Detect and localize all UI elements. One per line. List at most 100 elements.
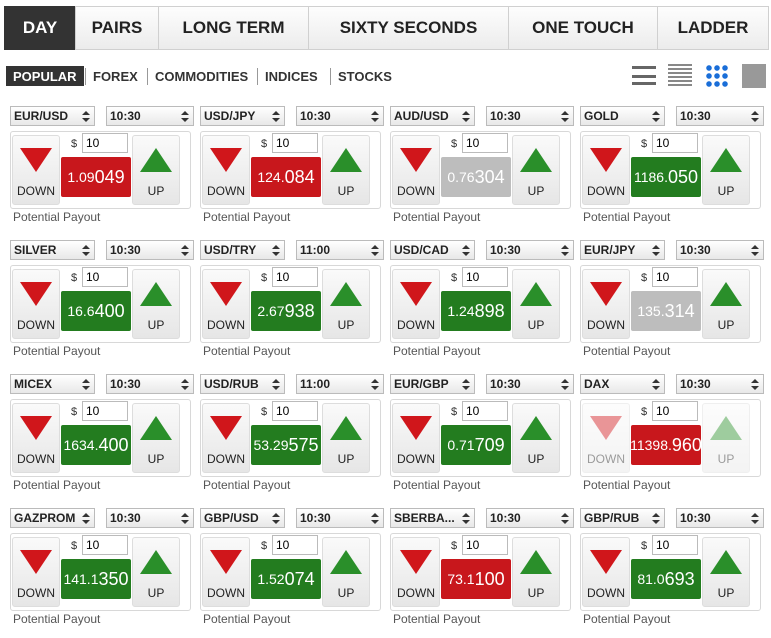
- asset-card: AUD/USD 10:30 DOWN $10 0.76 304 UP Potential Pa…: [390, 106, 575, 236]
- tab[interactable]: LONG TERM: [158, 6, 309, 50]
- down-button[interactable]: DOWN: [582, 269, 630, 339]
- amount-input[interactable]: 10: [462, 535, 508, 555]
- amount-input[interactable]: 10: [462, 267, 508, 287]
- down-button[interactable]: DOWN: [582, 403, 630, 473]
- amount-input[interactable]: 10: [272, 535, 318, 555]
- filter[interactable]: STOCKS: [338, 68, 392, 84]
- down-button[interactable]: DOWN: [392, 403, 440, 473]
- tab[interactable]: LADDER: [657, 6, 769, 50]
- down-button[interactable]: DOWN: [202, 537, 250, 607]
- filter[interactable]: INDICES: [265, 68, 318, 84]
- expiry-select[interactable]: 10:30: [106, 508, 194, 528]
- up-button[interactable]: UP: [702, 269, 750, 339]
- asset-select[interactable]: EUR/USD: [10, 106, 95, 126]
- up-button[interactable]: UP: [132, 537, 180, 607]
- asset-select[interactable]: EUR/GBP: [390, 374, 475, 394]
- expiry-select[interactable]: 10:30: [296, 508, 384, 528]
- down-button[interactable]: DOWN: [582, 135, 630, 205]
- view-grid-icon[interactable]: [705, 64, 729, 88]
- expiry-select[interactable]: 10:30: [106, 240, 194, 260]
- amount-input[interactable]: 10: [272, 401, 318, 421]
- asset-select[interactable]: MICEX: [10, 374, 95, 394]
- down-button[interactable]: DOWN: [582, 537, 630, 607]
- amount-input[interactable]: 10: [652, 267, 698, 287]
- expiry-select[interactable]: 10:30: [486, 240, 574, 260]
- up-button[interactable]: UP: [322, 135, 370, 205]
- amount-input[interactable]: 10: [82, 535, 128, 555]
- asset-select[interactable]: DAX: [580, 374, 665, 394]
- expiry-select[interactable]: 10:30: [676, 508, 764, 528]
- asset-select[interactable]: EUR/JPY: [580, 240, 665, 260]
- asset-select[interactable]: USD/JPY: [200, 106, 285, 126]
- tab[interactable]: ONE TOUCH: [508, 6, 658, 50]
- expiry-select[interactable]: 10:30: [676, 106, 764, 126]
- payout-label: Potential Payout: [583, 210, 671, 224]
- asset-select[interactable]: GOLD: [580, 106, 665, 126]
- filter[interactable]: FOREX: [93, 68, 138, 84]
- asset-select[interactable]: USD/CAD: [390, 240, 475, 260]
- amount-input[interactable]: 10: [272, 133, 318, 153]
- amount-input[interactable]: 10: [652, 401, 698, 421]
- down-arrow: [590, 148, 622, 172]
- asset-select[interactable]: SILVER: [10, 240, 95, 260]
- up-button[interactable]: UP: [702, 537, 750, 607]
- expiry-select[interactable]: 10:30: [486, 508, 574, 528]
- asset-select[interactable]: GBP/RUB: [580, 508, 665, 528]
- down-button[interactable]: DOWN: [12, 135, 60, 205]
- filter[interactable]: COMMODITIES: [155, 68, 249, 84]
- down-button[interactable]: DOWN: [202, 135, 250, 205]
- down-button[interactable]: DOWN: [202, 403, 250, 473]
- down-button[interactable]: DOWN: [392, 537, 440, 607]
- down-button[interactable]: DOWN: [392, 135, 440, 205]
- expiry-select[interactable]: 10:30: [296, 106, 384, 126]
- amount-input[interactable]: 10: [462, 133, 508, 153]
- up-button[interactable]: UP: [322, 269, 370, 339]
- expiry-select[interactable]: 10:30: [486, 374, 574, 394]
- asset-select[interactable]: GBP/USD: [200, 508, 285, 528]
- expiry-select[interactable]: 10:30: [106, 106, 194, 126]
- up-button[interactable]: UP: [512, 269, 560, 339]
- up-button[interactable]: UP: [322, 403, 370, 473]
- down-button[interactable]: DOWN: [202, 269, 250, 339]
- tab[interactable]: DAY: [4, 6, 76, 50]
- asset-select[interactable]: SBERBA...: [390, 508, 475, 528]
- asset-select[interactable]: GAZPROM: [10, 508, 95, 528]
- up-button[interactable]: UP: [702, 403, 750, 473]
- down-button[interactable]: DOWN: [392, 269, 440, 339]
- filter[interactable]: POPULAR: [6, 66, 84, 86]
- up-arrow: [710, 148, 742, 172]
- up-button[interactable]: UP: [132, 269, 180, 339]
- down-button[interactable]: DOWN: [12, 269, 60, 339]
- expiry-select[interactable]: 10:30: [486, 106, 574, 126]
- view-single-icon[interactable]: [742, 64, 766, 88]
- up-button[interactable]: UP: [512, 403, 560, 473]
- asset-select[interactable]: USD/TRY: [200, 240, 285, 260]
- tab[interactable]: SIXTY SECONDS: [308, 6, 509, 50]
- down-button[interactable]: DOWN: [12, 537, 60, 607]
- asset-select[interactable]: AUD/USD: [390, 106, 475, 126]
- asset-select[interactable]: USD/RUB: [200, 374, 285, 394]
- expiry-select[interactable]: 11:00: [296, 240, 384, 260]
- amount-input[interactable]: 10: [462, 401, 508, 421]
- amount-input[interactable]: 10: [272, 267, 318, 287]
- up-button[interactable]: UP: [132, 403, 180, 473]
- up-label: UP: [717, 184, 735, 198]
- up-button[interactable]: UP: [702, 135, 750, 205]
- amount-input[interactable]: 10: [82, 133, 128, 153]
- up-button[interactable]: UP: [512, 135, 560, 205]
- down-button[interactable]: DOWN: [12, 403, 60, 473]
- view-compact-icon[interactable]: [668, 64, 692, 88]
- amount-input[interactable]: 10: [82, 267, 128, 287]
- up-button[interactable]: UP: [512, 537, 560, 607]
- view-list-icon[interactable]: [632, 64, 656, 88]
- amount-input[interactable]: 10: [82, 401, 128, 421]
- amount-input[interactable]: 10: [652, 535, 698, 555]
- expiry-select[interactable]: 11:00: [296, 374, 384, 394]
- up-button[interactable]: UP: [322, 537, 370, 607]
- up-button[interactable]: UP: [132, 135, 180, 205]
- expiry-select[interactable]: 10:30: [676, 240, 764, 260]
- expiry-select[interactable]: 10:30: [676, 374, 764, 394]
- amount-input[interactable]: 10: [652, 133, 698, 153]
- tab[interactable]: PAIRS: [75, 6, 159, 50]
- expiry-select[interactable]: 10:30: [106, 374, 194, 394]
